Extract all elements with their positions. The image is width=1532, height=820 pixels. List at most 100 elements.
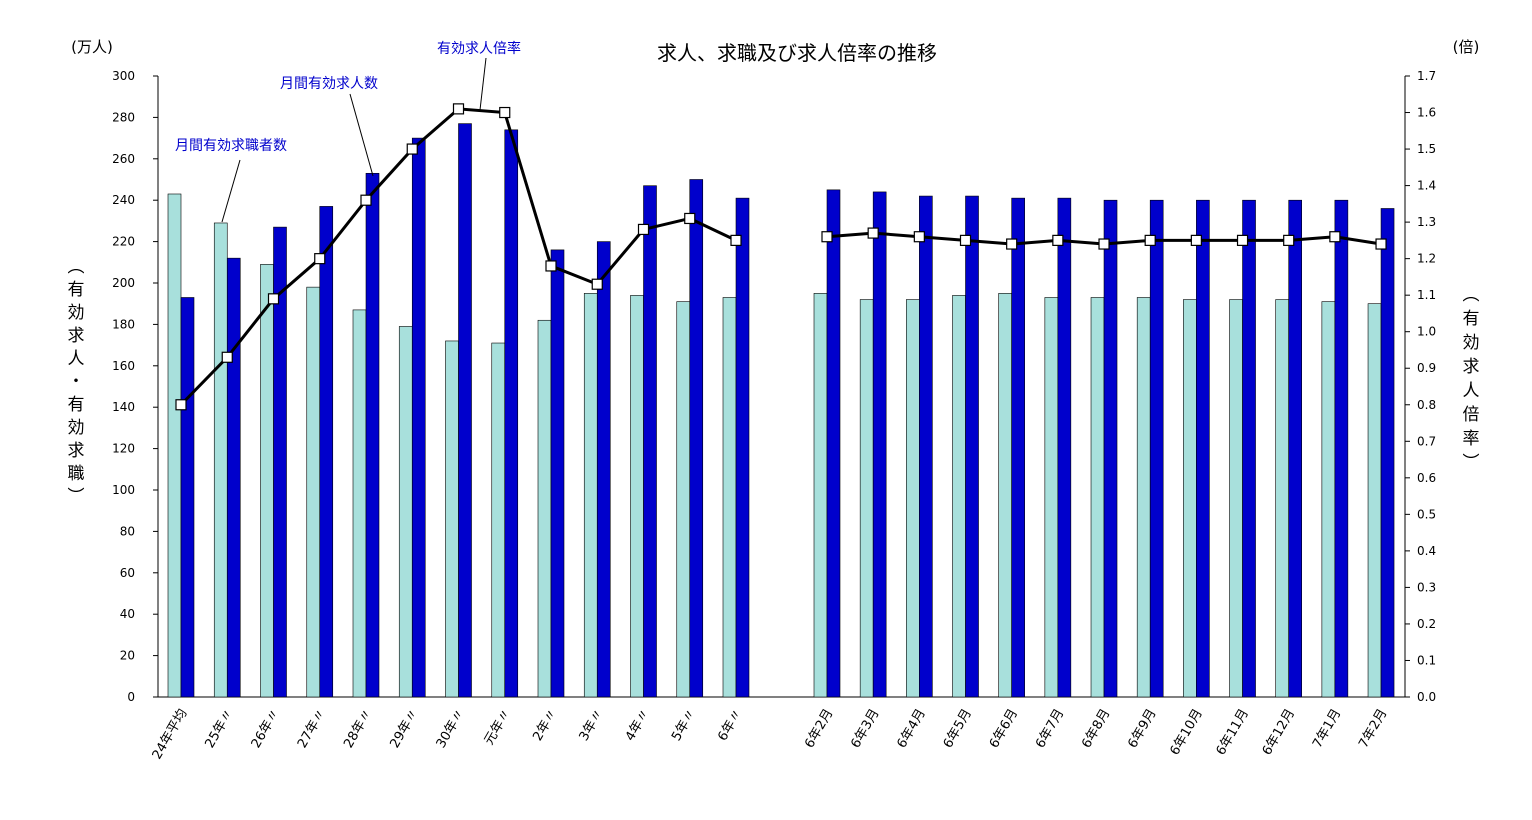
left-tick-label: 60 xyxy=(120,566,135,580)
right-axis-ticks: 0.0 0.1 0.2 0.3 0.4 0.5 0.6 0.7 0.8 0.9 1.0 1.1 1.2 1… xyxy=(1405,69,1436,704)
x-tick-label: 6年5月 xyxy=(941,707,975,751)
bar-job-seekers xyxy=(1183,299,1197,698)
bar-job-openings xyxy=(1196,199,1210,698)
x-tick-label: 26年〃 xyxy=(249,707,283,751)
ratio-point xyxy=(221,351,233,363)
right-axis-label: ︵有効求人倍率︶ xyxy=(1463,285,1480,473)
bar-job-openings xyxy=(735,197,750,698)
ratio-point xyxy=(545,260,557,272)
left-axis-label: ︵有効求人・有効求職︶ xyxy=(68,257,85,507)
right-tick-label: 0.2 xyxy=(1417,617,1436,631)
bar-job-seekers xyxy=(630,295,644,698)
bars xyxy=(167,123,1395,698)
bar-job-seekers xyxy=(1044,297,1059,698)
x-tick-label: 24年平均 xyxy=(150,707,191,763)
bar-job-seekers xyxy=(1367,303,1382,698)
right-tick-label: 1.2 xyxy=(1417,252,1436,266)
x-tick-label: 27年〃 xyxy=(295,707,329,751)
bar-job-openings xyxy=(273,226,287,698)
right-tick-label: 0.8 xyxy=(1417,398,1436,412)
x-axis-labels: 24年平均 25年〃 26年〃 27年〃 28年〃 29年〃 30年〃 元年〃 2年〃 3年〃 4年… xyxy=(150,706,1391,762)
bar-job-openings xyxy=(1334,199,1349,698)
left-tick-label: 80 xyxy=(120,524,135,538)
right-tick-label: 0.6 xyxy=(1417,471,1436,485)
ratio-point xyxy=(1375,238,1387,250)
bar-job-openings xyxy=(689,179,704,698)
x-tick-label: 3年〃 xyxy=(577,707,607,744)
leader-openings xyxy=(349,93,374,177)
legend-label-job-seekers: 月間有効求職者数 xyxy=(175,138,287,154)
bar-job-seekers xyxy=(352,309,367,698)
ratio-point xyxy=(637,223,650,236)
ratio-point xyxy=(591,278,603,290)
x-tick-label: 30年〃 xyxy=(434,707,468,751)
ratio-point xyxy=(730,234,742,246)
ratio-point xyxy=(1236,234,1249,246)
bar-job-openings xyxy=(1380,208,1395,698)
ratio-point xyxy=(175,399,187,411)
right-tick-label: 0.3 xyxy=(1417,580,1436,594)
bar-job-seekers xyxy=(813,293,828,698)
bar-job-seekers xyxy=(213,222,228,698)
ratio-point xyxy=(314,253,326,265)
bar-job-seekers xyxy=(306,286,321,698)
left-axis-ticks: 0 20 40 60 80 100 120 140 160 180 200 220 240 260 280 3… xyxy=(112,69,158,704)
x-tick-label: 6年8月 xyxy=(1079,707,1113,751)
leader-seekers xyxy=(221,159,241,223)
bar-job-openings xyxy=(1149,199,1164,698)
bar-job-seekers xyxy=(398,326,413,698)
right-tick-label: 0.4 xyxy=(1417,544,1436,558)
x-tick-label: 6年2月 xyxy=(802,707,836,751)
bar-job-seekers xyxy=(1275,299,1289,698)
bar-job-seekers xyxy=(952,295,966,698)
x-tick-label: 28年〃 xyxy=(341,707,375,751)
x-tick-label: 4年〃 xyxy=(623,707,653,744)
bar-job-seekers xyxy=(1321,301,1336,698)
right-tick-label: 1.5 xyxy=(1417,142,1436,156)
bar-job-seekers xyxy=(260,264,274,698)
ratio-point xyxy=(1052,234,1064,246)
ratio-point xyxy=(1283,234,1295,246)
bar-job-openings xyxy=(411,137,426,698)
bar-job-openings xyxy=(872,191,887,698)
x-tick-label: 6年9月 xyxy=(1125,707,1159,751)
right-tick-label: 1.3 xyxy=(1417,215,1436,229)
bar-job-openings xyxy=(550,249,565,698)
left-tick-label: 100 xyxy=(112,483,135,497)
bar-job-seekers xyxy=(491,342,506,698)
left-tick-label: 0 xyxy=(127,690,135,704)
x-tick-label: 5年〃 xyxy=(669,707,699,744)
bar-job-openings xyxy=(1288,199,1302,698)
ratio-point xyxy=(684,212,696,225)
left-tick-label: 160 xyxy=(112,359,135,373)
left-tick-label: 280 xyxy=(112,110,135,124)
ratio-point xyxy=(499,106,511,119)
bar-job-seekers xyxy=(906,299,920,698)
x-tick-label: 6年3月 xyxy=(848,707,882,751)
ratio-line xyxy=(175,103,1387,411)
legend-label-job-openings: 月間有効求人数 xyxy=(280,76,378,92)
left-tick-label: 120 xyxy=(112,442,135,456)
ratio-point xyxy=(1098,238,1110,250)
x-tick-label: 6年〃 xyxy=(715,707,745,744)
bar-job-seekers xyxy=(537,319,552,698)
x-tick-label: 6年10月 xyxy=(1167,707,1205,759)
ratio-point xyxy=(821,231,833,243)
left-tick-label: 180 xyxy=(112,317,135,331)
x-tick-label: 25年〃 xyxy=(202,707,236,751)
left-tick-label: 20 xyxy=(120,649,135,663)
x-tick-label: 7年2月 xyxy=(1356,707,1390,751)
x-tick-label: 29年〃 xyxy=(387,707,421,751)
bar-job-seekers xyxy=(722,297,737,698)
bar-job-openings xyxy=(596,241,611,698)
ratio-point xyxy=(1190,234,1202,246)
bar-job-seekers xyxy=(583,293,598,698)
x-tick-label: 2年〃 xyxy=(530,707,560,744)
x-tick-label: 6年6月 xyxy=(987,706,1021,750)
x-tick-label: 6年7月 xyxy=(1033,707,1067,751)
bar-job-openings xyxy=(180,297,195,698)
x-tick-label: 6年4月 xyxy=(895,707,929,751)
bar-job-seekers xyxy=(1229,299,1243,698)
left-tick-label: 300 xyxy=(112,69,135,83)
